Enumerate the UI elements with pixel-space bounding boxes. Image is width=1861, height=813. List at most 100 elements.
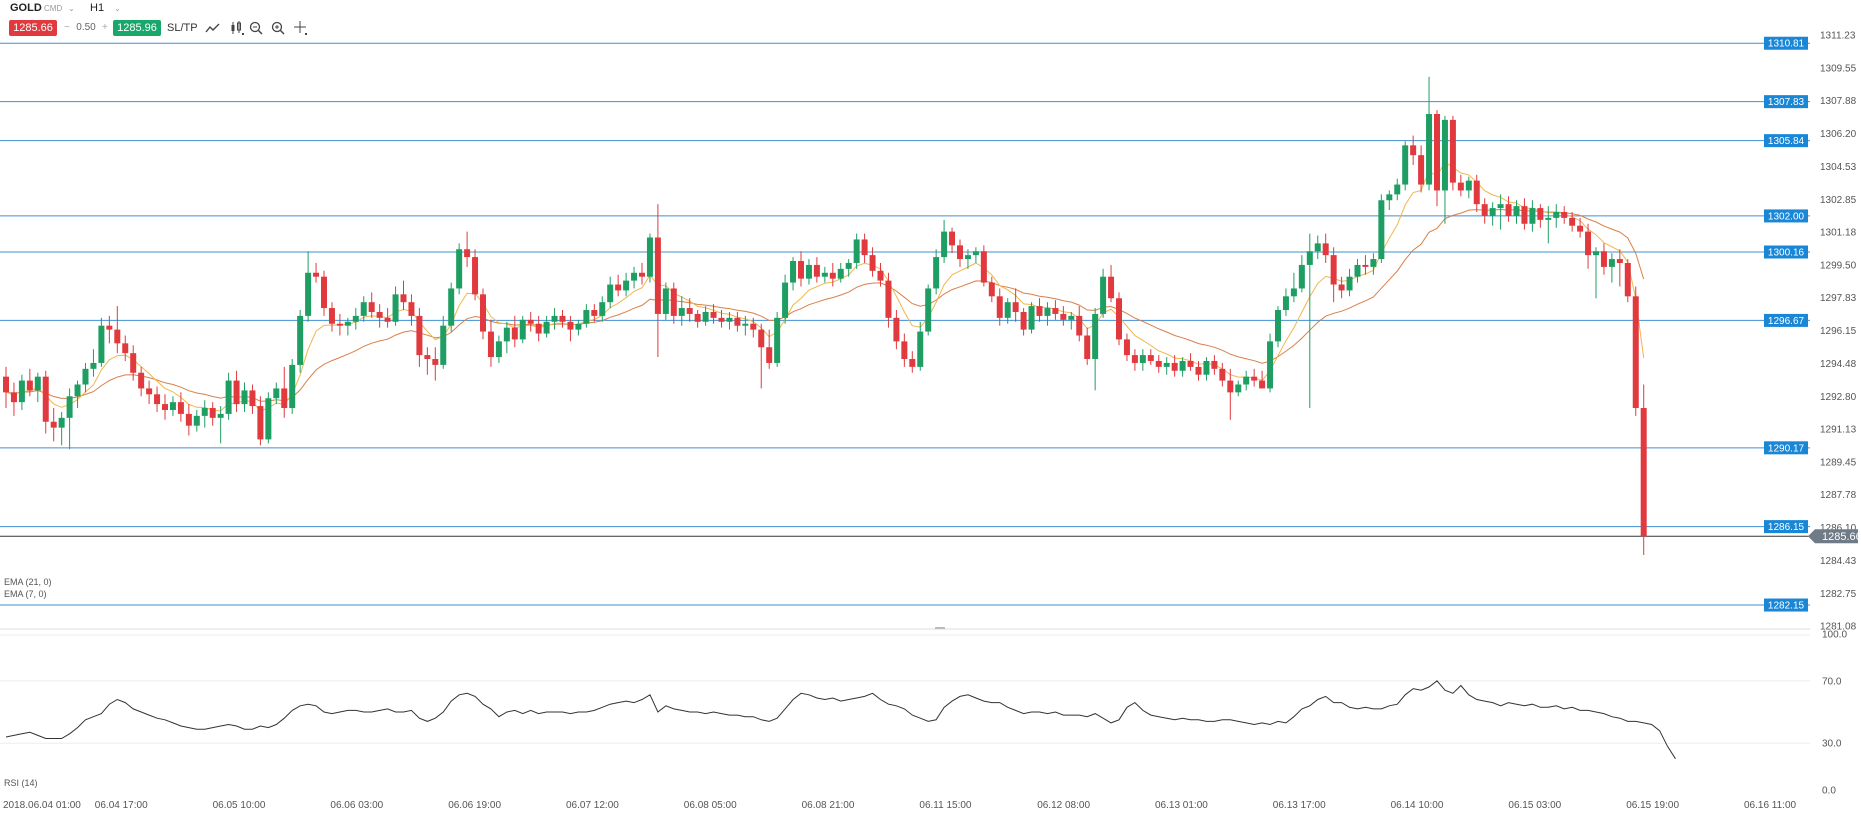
symbol-name[interactable]: GOLD — [10, 2, 42, 14]
candle — [1497, 194, 1504, 230]
candle — [837, 262, 844, 283]
candle-body — [1322, 243, 1329, 256]
candle-body — [996, 296, 1003, 318]
candle — [758, 323, 765, 389]
candle-body — [1624, 262, 1631, 297]
price-axis-label: 1301.18 — [1820, 228, 1857, 239]
candle — [360, 296, 367, 322]
candle-body — [1187, 360, 1194, 367]
crosshair-icon[interactable] — [292, 20, 308, 36]
candle — [448, 282, 455, 332]
candle-body — [162, 404, 168, 410]
level-line[interactable]: 1296.67 — [0, 313, 1810, 327]
level-line[interactable]: 1300.16 — [0, 245, 1810, 259]
candle-body — [1060, 313, 1067, 320]
candle — [368, 292, 375, 318]
candle — [1473, 174, 1480, 213]
candle — [1100, 268, 1107, 318]
ema7-indicator-label[interactable]: EMA (7, 0) — [4, 589, 47, 599]
candle-body — [432, 359, 439, 365]
candle — [281, 366, 288, 418]
candle-body — [933, 257, 940, 289]
candle-type-icon[interactable] — [229, 20, 245, 36]
candle-body — [1092, 313, 1099, 360]
buy-button[interactable]: 1285.96 — [113, 20, 161, 36]
candle — [654, 204, 661, 358]
timeframe-selector[interactable]: H1 — [90, 2, 105, 14]
candle-body — [1553, 212, 1560, 218]
candle — [50, 408, 57, 442]
pane-resize-handle[interactable] — [935, 627, 945, 629]
candle-body — [384, 317, 391, 322]
toolbar: GOLD CMD ⌄ H1 ⌄ 1285.66 − 0.50 + 1285.96… — [0, 0, 1861, 40]
candle — [265, 392, 272, 444]
rsi-axis-label: 100.0 — [1822, 630, 1847, 641]
candle — [972, 247, 979, 263]
candle-body — [877, 270, 884, 281]
level-line[interactable]: 1307.83 — [0, 95, 1810, 109]
candle — [511, 315, 518, 348]
candle — [154, 386, 161, 412]
price-axis-label: 1286.10 — [1820, 523, 1857, 534]
candle-body — [662, 288, 669, 314]
level-line[interactable]: 1282.15 — [0, 598, 1810, 612]
candle-body — [758, 329, 765, 348]
candle — [90, 349, 97, 377]
candle — [66, 388, 73, 450]
candle-body — [122, 343, 129, 354]
volume-stepper[interactable]: − 0.50 + — [60, 20, 110, 36]
candle — [1545, 206, 1552, 244]
level-tag — [1764, 520, 1808, 534]
zoom-out-icon[interactable] — [248, 20, 264, 36]
candle — [957, 239, 963, 267]
candle — [1044, 302, 1051, 326]
candle-body — [281, 388, 288, 409]
candle-body — [861, 239, 868, 256]
candle — [1267, 333, 1274, 393]
price-axis-label: 1306.20 — [1820, 129, 1857, 140]
candle-body — [1282, 296, 1289, 311]
sell-button[interactable]: 1285.66 — [9, 20, 57, 36]
level-line[interactable]: 1305.84 — [0, 134, 1810, 148]
rsi-axis-label: 0.0 — [1822, 786, 1836, 797]
candle — [336, 313, 343, 336]
candle — [599, 296, 606, 322]
current-price-tag-shape — [1808, 529, 1858, 544]
candle-body — [607, 284, 614, 303]
timeframe-dropdown-icon[interactable]: ⌄ — [114, 4, 121, 13]
line-chart-icon[interactable] — [205, 20, 221, 36]
candle-body — [1489, 208, 1496, 216]
candle-body — [1076, 315, 1083, 336]
time-axis-label: 06.08 05:00 — [684, 800, 737, 811]
sltp-button[interactable]: SL/TP — [167, 22, 198, 34]
candle-body — [1330, 255, 1337, 285]
candle-body — [58, 417, 65, 428]
candle-body — [1052, 308, 1059, 314]
symbol-dropdown-icon[interactable]: ⌄ — [68, 4, 75, 13]
volume-value[interactable]: 0.50 — [76, 22, 96, 33]
candle-body — [241, 390, 248, 405]
level-line[interactable]: 1286.15 — [0, 520, 1810, 534]
candle-body — [209, 408, 216, 418]
candle — [1123, 333, 1130, 361]
current-price-tag: 1285.66 — [1808, 529, 1861, 544]
candle — [1131, 349, 1138, 371]
level-tag-text: 1310.81 — [1768, 39, 1805, 50]
zoom-in-icon[interactable] — [270, 20, 286, 36]
candle — [456, 243, 463, 295]
level-line[interactable]: 1290.17 — [0, 441, 1810, 455]
ema21-indicator-label[interactable]: EMA (21, 0) — [4, 577, 52, 587]
candle — [853, 233, 860, 269]
volume-increase-button[interactable]: + — [102, 22, 108, 33]
candle-body — [1108, 276, 1115, 299]
candle-body — [957, 245, 963, 260]
candle — [686, 298, 693, 322]
rsi-indicator-label[interactable]: RSI (14) — [4, 778, 38, 788]
volume-decrease-button[interactable]: − — [64, 22, 70, 33]
candle — [1593, 247, 1599, 299]
candle — [1537, 204, 1544, 228]
candle — [384, 308, 391, 328]
level-line[interactable]: 1310.81 — [0, 36, 1810, 50]
candle-body — [1616, 259, 1623, 263]
